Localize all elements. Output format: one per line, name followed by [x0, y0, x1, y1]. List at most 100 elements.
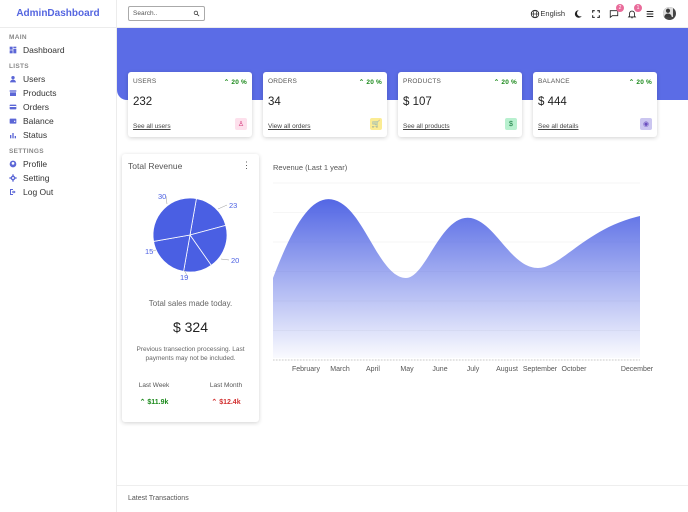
account-circle-icon [9, 160, 17, 168]
sidebar-item-dashboard[interactable]: Dashboard [9, 43, 116, 57]
dashboard-icon [9, 46, 17, 54]
brand-logo[interactable]: AdminDashboard [0, 0, 116, 28]
x-tick-label: May [400, 366, 414, 373]
widget-link[interactable]: View all orders [268, 123, 311, 130]
fullscreen-button[interactable] [591, 9, 601, 19]
latest-transactions-title: Latest Transactions [128, 495, 189, 502]
revenue-subtitle: Total sales made today. [148, 299, 233, 308]
widget-balance: BALANCE ⌃ 20 % $ 444 See all details ◉ [533, 72, 657, 137]
sidebar-item-log-out[interactable]: Log Out [9, 185, 116, 199]
avatar-image [663, 7, 673, 17]
list-button[interactable] [645, 9, 655, 19]
x-tick-label: October [562, 366, 588, 373]
widget-title: USERS [133, 78, 157, 85]
revenue-area [273, 199, 640, 358]
revenue-area-chart: Revenue (Last 1 year) February March April… [266, 158, 686, 383]
sidebar-item-profile[interactable]: Profile [9, 157, 116, 171]
user-icon [9, 75, 17, 83]
pie-label-line [165, 195, 168, 205]
widget-link[interactable]: See all products [403, 123, 450, 130]
pie-slice[interactable] [153, 234, 191, 272]
logout-icon [9, 188, 17, 196]
sidebar-item-label: Dashboard [23, 45, 65, 55]
revenue-pie-chart: 30 23 20 19 15 [145, 192, 239, 282]
sidebar-item-status[interactable]: Status [9, 128, 116, 142]
sidebar-item-label: Users [23, 74, 46, 84]
more-vertical-icon[interactable]: ⋮ [242, 160, 251, 170]
pie-slice[interactable] [152, 197, 197, 242]
revenue-card: Total Revenue ⋮ 30 23 20 19 15 Total sales m… [122, 154, 259, 422]
sidebar-item-balance[interactable]: Balance [9, 114, 116, 128]
widget-products: PRODUCTS ⌃ 20 % $ 107 See all products $ [398, 72, 522, 137]
x-tick-label: August [496, 366, 518, 373]
person-outline-icon: ♙ [235, 118, 247, 130]
widget-value: $ 107 [403, 96, 432, 108]
pie-slice[interactable] [189, 198, 227, 236]
list-icon [646, 10, 654, 17]
pie-label-line [183, 269, 189, 278]
pie-value-label: 15 [145, 247, 153, 256]
revenue-amount: $ 324 [172, 319, 209, 335]
wallet-icon [9, 117, 17, 125]
revenue-title: Total Revenue [128, 161, 183, 171]
sidebar-item-label: Profile [23, 159, 48, 169]
dark-mode-toggle[interactable] [573, 9, 583, 19]
notifications-button[interactable]: 1 [627, 3, 642, 19]
bar-chart-icon [9, 131, 17, 139]
sidebar-item-label: Orders [23, 102, 49, 112]
sidebar-section-main: MAIN Dashboard [0, 28, 116, 57]
pie-value-label: 23 [229, 201, 237, 210]
last-week-summary: Last Week ⌃ $11.9k [124, 382, 184, 406]
x-tick-label: September [523, 366, 558, 373]
gear-icon [9, 174, 17, 182]
moon-icon [574, 9, 582, 18]
pie-value-label: 20 [231, 256, 239, 265]
widget-value: 34 [268, 96, 281, 108]
sidebar-item-label: Products [23, 88, 57, 98]
sidebar-item-setting[interactable]: Setting [9, 171, 116, 185]
last-month-value: ⌃ $12.4k [211, 399, 241, 406]
bell-icon [627, 10, 637, 18]
sidebar: AdminDashboard MAIN Dashboard LISTS Users Pr… [0, 0, 117, 512]
widget-percentage: ⌃ 20 % [628, 79, 652, 86]
widget-value: $ 444 [538, 96, 567, 108]
sidebar-item-label: Balance [23, 116, 54, 126]
widget-title: BALANCE [538, 78, 570, 85]
sidebar-item-users[interactable]: Users [9, 72, 116, 86]
store-icon [9, 89, 17, 97]
widget-users: USERS ⌃ 20 % 232 See all users ♙ [128, 72, 252, 137]
widget-percentage: ⌃ 20 % [223, 79, 247, 86]
language-label: English [540, 9, 565, 18]
widget-orders: ORDERS ⌃ 20 % 34 View all orders 🛒 [263, 72, 387, 137]
globe-icon [531, 9, 540, 18]
sidebar-item-label: Log Out [23, 187, 54, 197]
x-tick-label: December [621, 366, 654, 373]
language-selector[interactable]: English [530, 9, 565, 19]
widget-link[interactable]: See all users [133, 123, 171, 130]
user-avatar[interactable] [663, 7, 676, 20]
pie-slice[interactable] [189, 224, 228, 266]
search-icon[interactable] [193, 9, 200, 18]
sidebar-section-lists: LISTS Users Products Orders Balance Status [0, 57, 116, 142]
area-chart-svg: February March April May June July August Septe… [273, 182, 654, 373]
area-chart-title: Revenue (Last 1 year) [273, 163, 348, 172]
search-input[interactable] [133, 10, 193, 17]
widget-value: 232 [133, 96, 153, 108]
fullscreen-icon [592, 9, 600, 18]
pie-label-line [220, 258, 230, 261]
last-month-label: Last Month [209, 382, 243, 389]
top-navbar: English 2 1 [117, 0, 688, 28]
sidebar-item-orders[interactable]: Orders [9, 100, 116, 114]
x-tick-label: February [292, 366, 321, 373]
shopping-cart-icon: 🛒 [370, 118, 382, 130]
widget-link[interactable]: See all details [538, 123, 579, 130]
messages-button[interactable]: 2 [609, 3, 624, 19]
sidebar-item-products[interactable]: Products [9, 86, 116, 100]
x-tick-label: March [330, 366, 350, 373]
revenue-note: Previous transection processing. Last pa… [136, 346, 245, 362]
widget-title: ORDERS [268, 78, 298, 85]
x-tick-label: June [432, 366, 447, 373]
widget-title: PRODUCTS [403, 78, 442, 85]
search-box [128, 6, 205, 21]
pie-value-label: 19 [180, 273, 188, 282]
